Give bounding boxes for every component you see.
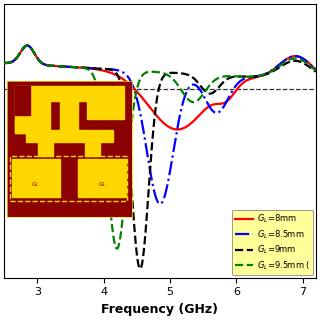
$G_L$=8.5mm: [246, 76, 250, 80]
X-axis label: Frequency (GHz): Frequency (GHz): [101, 303, 219, 316]
$G_L$=9mm: [314, 70, 318, 74]
Legend: $G_L$=8mm, $G_L$=8.5mm, $G_L$=9mm, $G_L$=9.5mm (: $G_L$=8mm, $G_L$=8.5mm, $G_L$=9mm, $G_L$…: [232, 210, 313, 275]
$G_L$=9.5mm (: [252, 75, 255, 78]
$G_L$=9mm: [217, 85, 221, 89]
$G_L$=9mm: [252, 75, 255, 78]
$G_L$=9.5mm (: [115, 247, 119, 251]
$G_L$=8.5mm: [34, 55, 38, 59]
$G_L$=8mm: [34, 55, 38, 59]
Line: $G_L$=9mm: $G_L$=9mm: [4, 45, 316, 269]
$G_L$=8mm: [140, 95, 144, 99]
$G_L$=8.5mm: [140, 119, 144, 123]
$G_L$=8.5mm: [217, 110, 221, 114]
Line: $G_L$=8mm: $G_L$=8mm: [4, 45, 316, 130]
$G_L$=9mm: [34, 55, 38, 59]
$G_L$=9mm: [246, 75, 250, 79]
$G_L$=9.5mm (: [129, 128, 133, 132]
$G_L$=9.5mm (: [2, 61, 6, 65]
$G_L$=8.5mm: [158, 202, 162, 206]
$G_L$=9.5mm (: [217, 76, 221, 80]
Line: $G_L$=9.5mm (: $G_L$=9.5mm (: [4, 45, 316, 249]
$G_L$=9mm: [138, 267, 142, 271]
$G_L$=8mm: [252, 76, 255, 80]
$G_L$=9.5mm (: [246, 75, 250, 79]
$G_L$=8mm: [217, 102, 221, 106]
$G_L$=8mm: [2, 61, 6, 65]
$G_L$=8.5mm: [2, 61, 6, 65]
$G_L$=9mm: [25, 44, 29, 47]
$G_L$=8.5mm: [129, 79, 132, 83]
$G_L$=8mm: [129, 83, 132, 87]
$G_L$=8.5mm: [25, 44, 29, 47]
$G_L$=8.5mm: [252, 75, 255, 79]
$G_L$=9.5mm (: [314, 69, 318, 73]
$G_L$=8mm: [246, 78, 250, 82]
$G_L$=8.5mm: [314, 68, 318, 71]
$G_L$=9mm: [140, 262, 144, 266]
$G_L$=9.5mm (: [34, 55, 38, 59]
$G_L$=8mm: [25, 44, 29, 47]
$G_L$=8mm: [175, 128, 179, 132]
$G_L$=9.5mm (: [140, 74, 144, 78]
$G_L$=8mm: [314, 68, 318, 71]
$G_L$=9mm: [129, 172, 132, 176]
Line: $G_L$=8.5mm: $G_L$=8.5mm: [4, 45, 316, 204]
$G_L$=9.5mm (: [25, 44, 29, 47]
$G_L$=9mm: [2, 61, 6, 65]
